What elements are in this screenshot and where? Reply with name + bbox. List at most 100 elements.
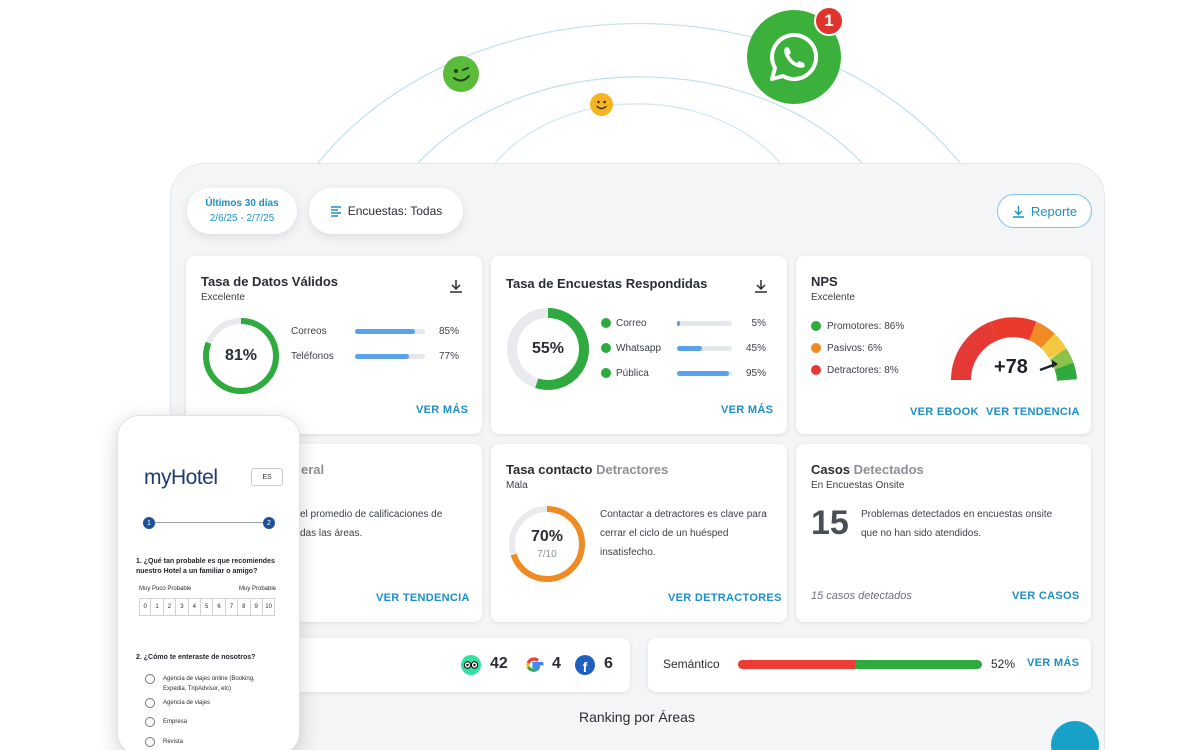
ring-subvalue: 7/10 bbox=[537, 549, 557, 560]
bar-phones bbox=[355, 354, 425, 359]
radio-button[interactable] bbox=[145, 737, 155, 747]
myhotel-logo: myHotel bbox=[144, 466, 218, 489]
row-percent-whatsapp: 45% bbox=[745, 343, 766, 354]
card-title: Tasa contacto Detractores bbox=[506, 462, 669, 477]
cases-count: 15 bbox=[811, 504, 849, 542]
see-more-link[interactable]: VER MÁS bbox=[721, 404, 774, 416]
legend-dot bbox=[601, 368, 611, 378]
valid-data-ring: 81% bbox=[201, 316, 281, 396]
scale-option[interactable]: 5 bbox=[200, 598, 214, 616]
passives-label: Pasivos: 6% bbox=[827, 343, 883, 354]
download-icon[interactable] bbox=[753, 278, 769, 294]
ring-value: 55% bbox=[531, 340, 565, 357]
phone-survey-preview: myHotel ES 1 2 1. ¿Qué tan probable es q… bbox=[117, 415, 300, 750]
legend-dot-passives bbox=[811, 343, 821, 353]
answered-surveys-card: Tasa de Encuestas Respondidas 55% Correo… bbox=[491, 256, 787, 434]
legend-dot bbox=[601, 318, 611, 328]
semantic-percent: 52% bbox=[991, 657, 1016, 671]
happy-face-icon bbox=[443, 56, 479, 92]
row-label-public: Pública bbox=[616, 368, 649, 379]
see-cases-link[interactable]: VER CASOS bbox=[1012, 590, 1080, 602]
promoters-label: Promotores: 86% bbox=[827, 321, 905, 332]
download-icon[interactable] bbox=[448, 278, 464, 294]
semantic-label: Semántico bbox=[663, 657, 720, 671]
scale-option[interactable]: 3 bbox=[176, 598, 189, 616]
scale-option[interactable]: 0 bbox=[139, 598, 152, 616]
option-company[interactable]: Empresa bbox=[145, 717, 267, 727]
detractor-ring: 70% 7/10 bbox=[507, 504, 587, 584]
scale-option[interactable]: 4 bbox=[188, 598, 201, 616]
semantic-negative-fill bbox=[738, 660, 856, 669]
google-count: 4 bbox=[552, 655, 561, 672]
scale-option[interactable]: 2 bbox=[163, 598, 177, 616]
cases-footer: 15 casos detectados bbox=[811, 590, 912, 602]
ring-value: 70% bbox=[530, 528, 564, 545]
ranking-title: Ranking por Áreas bbox=[579, 709, 695, 725]
legend-dot bbox=[601, 343, 611, 353]
row-label-phones: Teléfonos bbox=[291, 351, 334, 362]
step-1: 1 bbox=[143, 517, 155, 529]
scale-high-label: Muy Probable bbox=[239, 586, 277, 592]
date-range-filter[interactable]: Últimos 30 días 2/6/25 - 2/7/25 bbox=[187, 188, 297, 234]
scale-option[interactable]: 9 bbox=[250, 598, 263, 616]
cases-text-line2: que no han sido atendidos. bbox=[861, 528, 982, 539]
valid-data-card: Tasa de Datos Válidos Excelente 81% Corr… bbox=[186, 256, 482, 434]
scale-option[interactable]: 7 bbox=[225, 598, 239, 616]
bar-whatsapp bbox=[677, 346, 732, 351]
scale-option[interactable]: 6 bbox=[213, 598, 226, 616]
detected-cases-card: Casos Detectados En Encuestas Onsite 15 … bbox=[796, 444, 1091, 622]
step-2: 2 bbox=[263, 517, 275, 529]
option-label: Revista bbox=[163, 739, 184, 745]
nps-score: +78 bbox=[994, 356, 1028, 378]
option-travel-agency[interactable]: Agencia de viajes bbox=[145, 698, 267, 708]
notification-badge: 1 bbox=[814, 6, 844, 36]
detractor-text-line2: cerrar el ciclo de un huésped bbox=[600, 528, 729, 539]
nps-gauge bbox=[951, 317, 1077, 382]
row-label-email: Correo bbox=[616, 318, 647, 329]
see-detractors-link[interactable]: VER DETRACTORES bbox=[668, 592, 782, 604]
legend-dot-detractors bbox=[811, 365, 821, 375]
scale-option[interactable]: 1 bbox=[151, 598, 164, 616]
card-title: NPS bbox=[811, 274, 838, 289]
detractor-contact-card: Tasa contacto Detractores Mala 70% 7/10 … bbox=[491, 444, 787, 622]
detractor-text-line3: insatisfecho. bbox=[600, 547, 656, 558]
surveys-filter[interactable]: Encuestas: Todas bbox=[309, 188, 463, 234]
card-title-partial: eral bbox=[301, 462, 325, 477]
tripadvisor-icon bbox=[461, 655, 481, 675]
scale-option[interactable]: 8 bbox=[238, 598, 251, 616]
row-percent-phones: 77% bbox=[438, 351, 459, 362]
surveys-filter-label: Encuestas: Todas bbox=[347, 204, 443, 218]
general-text-line2: das las áreas. bbox=[300, 528, 363, 539]
card-title: Tasa de Datos Válidos bbox=[201, 274, 339, 289]
option-ota[interactable]: Agencia de viajes online (Booking, Exped… bbox=[145, 674, 267, 694]
radio-button[interactable] bbox=[145, 717, 155, 727]
see-more-link[interactable]: VER MÁS bbox=[416, 404, 469, 416]
date-range-value: 2/6/25 - 2/7/25 bbox=[209, 213, 275, 224]
see-trend-link[interactable]: VER TENDENCIA bbox=[986, 406, 1080, 418]
see-trend-link[interactable]: VER TENDENCIA bbox=[376, 592, 470, 604]
scale-option[interactable]: 10 bbox=[262, 598, 276, 616]
detractor-text-line1: Contactar a detractores es clave para bbox=[600, 509, 767, 520]
scale-low-label: Muy Poco Probable bbox=[139, 586, 192, 592]
language-selector[interactable]: ES bbox=[251, 468, 283, 486]
card-subtitle: Excelente bbox=[811, 292, 855, 303]
ring-value: 81% bbox=[224, 347, 258, 364]
dashboard-panel: Últimos 30 días 2/6/25 - 2/7/25 Encuesta… bbox=[170, 163, 1105, 750]
row-label-whatsapp: Whatsapp bbox=[616, 343, 662, 354]
google-icon bbox=[523, 654, 545, 676]
semantic-bar bbox=[738, 660, 982, 669]
report-button-label: Reporte bbox=[1030, 203, 1078, 219]
card-subtitle: En Encuestas Onsite bbox=[811, 480, 905, 491]
bar-public bbox=[677, 371, 732, 376]
option-magazine[interactable]: Revista bbox=[145, 737, 267, 747]
report-button[interactable]: Reporte bbox=[997, 194, 1092, 228]
see-ebook-link[interactable]: VER EBOOK bbox=[910, 406, 979, 418]
date-range-label: Últimos 30 días bbox=[205, 198, 279, 209]
see-more-link[interactable]: VER MÁS bbox=[1027, 657, 1080, 669]
bar-emails bbox=[355, 329, 425, 334]
general-text-line1: el promedio de calificaciones de bbox=[300, 509, 443, 520]
radio-button[interactable] bbox=[145, 674, 155, 684]
list-icon bbox=[330, 206, 341, 217]
question-2: 2. ¿Cómo te enteraste de nosotros? bbox=[136, 654, 256, 661]
radio-button[interactable] bbox=[145, 698, 155, 708]
